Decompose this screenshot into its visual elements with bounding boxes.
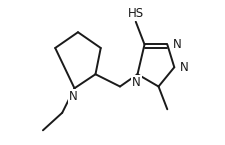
Text: N: N — [132, 76, 140, 89]
Text: N: N — [172, 38, 180, 51]
Text: N: N — [179, 61, 187, 74]
Text: N: N — [69, 90, 78, 103]
Text: HS: HS — [127, 7, 143, 20]
